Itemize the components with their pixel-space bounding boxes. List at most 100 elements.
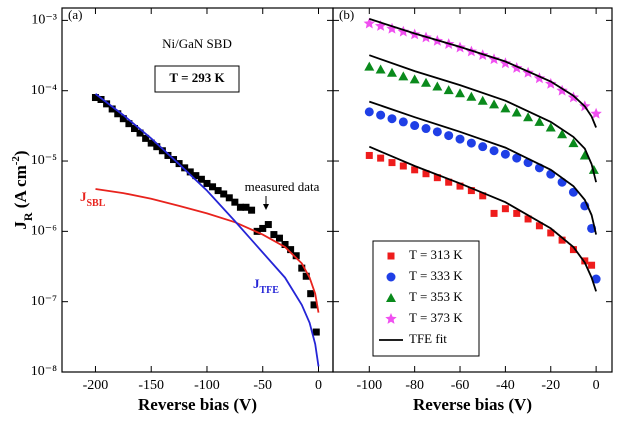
marker-circle bbox=[500, 149, 510, 159]
marker-triangle bbox=[364, 61, 375, 71]
marker-triangle bbox=[375, 64, 386, 74]
marker-square bbox=[91, 94, 99, 102]
marker-square bbox=[119, 115, 127, 123]
marker-square bbox=[588, 261, 596, 269]
annotation-text: (b) bbox=[339, 7, 354, 22]
marker-circle bbox=[398, 117, 408, 127]
marker-square bbox=[130, 125, 138, 133]
marker-square bbox=[125, 120, 133, 128]
x-tick-label: -150 bbox=[138, 378, 164, 393]
marker-triangle bbox=[511, 107, 522, 117]
marker-square bbox=[433, 174, 441, 182]
marker-triangle bbox=[386, 67, 397, 77]
marker-circle bbox=[410, 121, 420, 131]
marker-square bbox=[490, 209, 498, 217]
y-tick-label: 10⁻³ bbox=[31, 13, 57, 28]
y-label-end: ) bbox=[11, 150, 30, 156]
marker-square bbox=[298, 264, 306, 272]
legend-label: TFE fit bbox=[409, 331, 447, 346]
model-line bbox=[94, 93, 320, 367]
annotation: Ni/GaN SBD bbox=[162, 36, 232, 51]
marker-square bbox=[422, 170, 430, 178]
marker-square bbox=[302, 272, 310, 280]
fit-line bbox=[368, 145, 597, 292]
x-tick-label: -80 bbox=[405, 378, 424, 393]
x-tick-label: 0 bbox=[593, 378, 600, 393]
marker-square bbox=[287, 246, 295, 254]
marker-square bbox=[501, 205, 509, 213]
annotation-box bbox=[154, 65, 240, 93]
annotation-sub: TFE bbox=[260, 285, 280, 296]
x-tick-label: -100 bbox=[194, 378, 220, 393]
plot-frame bbox=[332, 7, 613, 373]
marker-square bbox=[411, 166, 419, 174]
marker-square bbox=[569, 246, 577, 254]
fit-line bbox=[369, 18, 597, 128]
marker-square bbox=[108, 105, 116, 113]
marker-star bbox=[386, 22, 398, 34]
x-axis-label: Reverse bias (V) bbox=[413, 395, 532, 414]
y-label-unit: (A cm bbox=[11, 165, 30, 212]
model-line bbox=[95, 188, 320, 313]
marker-square bbox=[264, 221, 272, 229]
marker-square bbox=[181, 164, 189, 172]
marker-triangle bbox=[568, 138, 579, 148]
marker-square bbox=[365, 151, 373, 159]
x-tick-label: -50 bbox=[253, 378, 272, 393]
marker-square bbox=[275, 234, 283, 242]
marker-square bbox=[142, 134, 150, 142]
marker-circle bbox=[432, 127, 442, 137]
marker-triangle bbox=[500, 103, 511, 113]
marker-square bbox=[467, 187, 475, 195]
marker-square bbox=[312, 328, 320, 336]
legend-marker bbox=[385, 313, 397, 324]
marker-triangle bbox=[523, 112, 534, 122]
marker-square bbox=[236, 203, 244, 211]
marker-square bbox=[186, 168, 194, 176]
marker-triangle bbox=[398, 71, 409, 81]
marker-triangle bbox=[443, 85, 454, 95]
marker-triangle bbox=[409, 74, 420, 84]
y-tick-label: 10⁻⁴ bbox=[31, 83, 57, 98]
marker-square bbox=[97, 95, 105, 103]
legend-label: T = 373 K bbox=[409, 310, 463, 325]
marker-star bbox=[590, 107, 602, 119]
marker-star bbox=[374, 20, 387, 31]
marker-square bbox=[270, 231, 278, 239]
marker-square bbox=[192, 172, 200, 180]
marker-square bbox=[136, 129, 144, 137]
marker-square bbox=[259, 224, 267, 232]
marker-square bbox=[197, 175, 205, 183]
marker-star bbox=[545, 77, 557, 89]
marker-triangle bbox=[579, 150, 590, 160]
marker-square bbox=[164, 151, 172, 159]
marker-triangle bbox=[455, 88, 466, 98]
annotation: T = 293 K bbox=[169, 70, 225, 85]
legend-marker bbox=[386, 272, 396, 282]
marker-circle bbox=[376, 110, 386, 120]
marker-square bbox=[535, 222, 543, 230]
marker-triangle bbox=[557, 129, 568, 139]
marker-square bbox=[281, 241, 289, 249]
x-tick-label: -40 bbox=[496, 378, 515, 393]
marker-square bbox=[225, 194, 233, 202]
x-tick-label: -60 bbox=[451, 378, 470, 393]
y-tick-label: 10⁻⁸ bbox=[31, 364, 57, 379]
annotation-text: J bbox=[80, 189, 87, 204]
x-tick-label: -20 bbox=[541, 378, 560, 393]
x-tick-label: 0 bbox=[315, 378, 322, 393]
marker-circle bbox=[444, 131, 454, 141]
marker-circle bbox=[387, 114, 397, 124]
y-tick-label: 10⁻⁷ bbox=[31, 294, 57, 309]
marker-square bbox=[153, 143, 161, 151]
marker-square bbox=[456, 182, 464, 190]
y-tick-label: 10⁻⁶ bbox=[31, 224, 57, 239]
marker-square bbox=[547, 229, 555, 237]
y-axis-label: JR (A cm-2) bbox=[10, 150, 35, 229]
annotation-text: T = 293 K bbox=[169, 70, 225, 85]
marker-triangle bbox=[588, 164, 599, 174]
annotation-text: J bbox=[253, 276, 260, 291]
marker-star bbox=[397, 25, 409, 37]
marker-triangle bbox=[466, 91, 477, 101]
annotation: (b) bbox=[339, 7, 354, 22]
